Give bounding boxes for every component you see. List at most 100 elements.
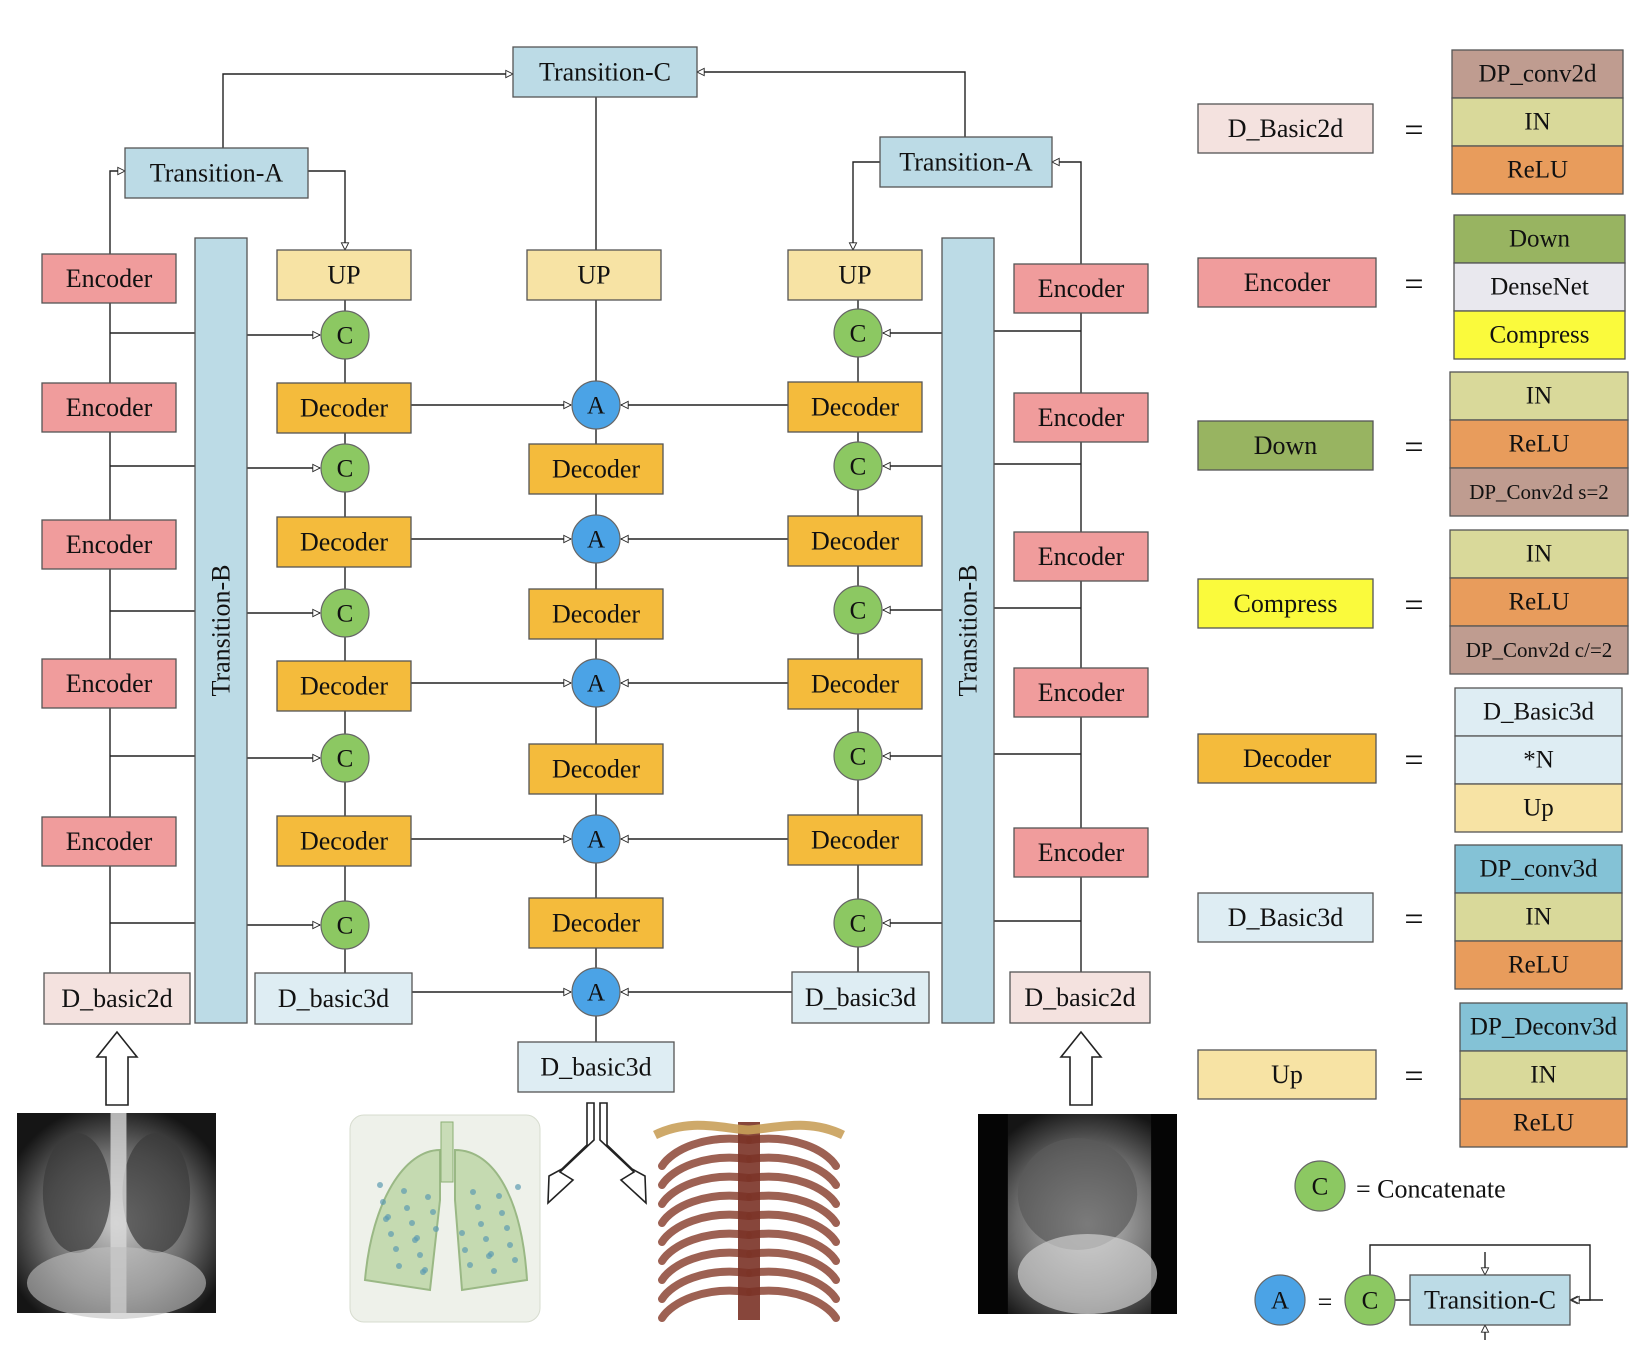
legend-row-1-part-2-label: IN [1524,109,1550,136]
legend-row-5-part-3-label: Up [1523,795,1554,822]
up-left-label: UP [327,261,360,290]
transition-a-right-label: Transition-A [899,148,1033,177]
concat-left-2-label: C [337,456,354,483]
transition-a-left: Transition-A [124,147,309,199]
legend-row-4-part-1: IN [1449,529,1629,579]
concat-right-3: C [833,585,883,635]
add-center-1: A [571,380,621,430]
legend-row-2-part-2-label: DenseNet [1490,274,1589,301]
legend-d-basic2d-box-label: D_Basic2d [1228,114,1344,143]
decoder-left-3: Decoder [276,660,412,712]
concat-right-3-label: C [850,598,867,625]
legend-row-7-part-2: IN [1459,1050,1628,1100]
encoder-left-1-label: Encoder [66,264,153,293]
legend-down-box-label: Down [1254,431,1318,460]
legend-row-5-part-2-label: *N [1523,747,1554,774]
transition-b-left-label: Transition-B [207,565,236,697]
decoder-right-4: Decoder [787,814,923,866]
decoder-right-2-label: Decoder [811,527,899,556]
decoder-left-3-label: Decoder [300,672,388,701]
legend-equals-sign: = [1404,901,1423,938]
legend-row-3-part-1: IN [1449,371,1629,421]
legend-row-5-part-1: D_Basic3d [1454,687,1623,737]
encoder-right-3-label: Encoder [1038,542,1125,571]
decoder-center-2: Decoder [528,588,664,640]
link-transa-left-to-up [308,170,345,250]
input-xray-lateral [978,1114,1177,1314]
concat-right-4: C [833,731,883,781]
encoder-left-4: Encoder [41,658,177,709]
output-arrow-left [547,1102,595,1205]
concat-left-2: C [320,443,370,493]
legend-row-3-part-2: ReLU [1449,419,1629,469]
up-center: UP [526,249,662,301]
d-basic3d-center: D_basic3d [517,1041,675,1093]
concat-left-1: C [320,310,370,360]
legend-row-2-part-2: DenseNet [1453,262,1626,312]
legend-down-box: Down [1197,420,1374,471]
legend-row-5-part-3: Up [1454,783,1623,833]
add-center-5: A [571,967,621,1017]
legend-row-1-part-1: DP_conv2d [1451,49,1624,99]
d-basic2d-left: D_basic2d [43,972,191,1025]
concat-left-5-label: C [337,913,354,940]
d-basic2d-left-label: D_basic2d [61,984,172,1013]
transition-c-top: Transition-C [512,46,698,98]
legend-row-2-part-1: Down [1453,214,1626,264]
legend-row-4-part-3-label: DP_Conv2d c/=2 [1466,638,1613,662]
decoder-center-1: Decoder [528,443,664,495]
legend-row-1-part-3-label: ReLU [1507,157,1568,184]
concat-left-5: C [320,900,370,950]
d-basic3d-center-label: D_basic3d [540,1053,651,1082]
decoder-left-1-label: Decoder [300,394,388,423]
output-lung-volume [349,1114,541,1323]
decoder-right-4-label: Decoder [811,826,899,855]
legend-concat-circle: C [1294,1160,1346,1212]
encoder-right-1-label: Encoder [1038,274,1125,303]
legend-decoder-box-label: Decoder [1243,744,1331,773]
add-center-3-label: A [587,671,605,698]
legend-add-circle-label: A [1271,1288,1289,1315]
decoder-right-2: Decoder [787,515,923,567]
legend-row-6-part-1-label: DP_conv3d [1479,856,1598,883]
legend-row-6-part-3: ReLU [1454,940,1623,990]
legend-add-concat-circle-label: C [1362,1288,1379,1315]
decoder-left-4-label: Decoder [300,827,388,856]
concat-right-2-label: C [850,454,867,481]
legend-d-basic3d-box: D_Basic3d [1197,892,1374,943]
encoder-left-3: Encoder [41,519,177,570]
legend-row-4-part-1-label: IN [1526,541,1552,568]
add-center-3: A [571,658,621,708]
legend-row-2-part-3-label: Compress [1490,322,1590,349]
legend-d-basic2d-box: D_Basic2d [1197,103,1374,154]
concat-left-1-label: C [337,323,354,350]
link-transa-right-to-transc [697,72,966,137]
up-left: UP [276,249,412,301]
link-enc-to-transa-right [1052,162,1082,264]
concat-left-4: C [320,733,370,783]
legend-up-box: Up [1197,1049,1377,1100]
concat-right-5: C [833,898,883,948]
encoder-right-4: Encoder [1013,667,1149,718]
link-enc-to-transa-left [109,171,125,254]
legend-row-4-part-3: DP_Conv2d c/=2 [1449,625,1629,675]
legend-compress-box-label: Compress [1234,589,1338,618]
d-basic2d-right: D_basic2d [1009,971,1151,1024]
encoder-left-1: Encoder [41,253,177,304]
transition-b-right: Transition-B [941,237,995,1024]
encoder-left-5-label: Encoder [66,827,153,856]
d-basic3d-left-label: D_basic3d [278,984,389,1013]
legend-row-7-part-3: ReLU [1459,1098,1628,1148]
concat-right-5-label: C [850,911,867,938]
input-xray-frontal [17,1113,216,1319]
decoder-right-3: Decoder [787,658,923,710]
output-arrow-right [599,1102,647,1205]
legend-row-7-part-1-label: DP_Deconv3d [1470,1014,1618,1041]
d-basic3d-left: D_basic3d [254,972,413,1025]
legend-row-5-part-2: *N [1454,735,1623,785]
legend-equals-sign: = [1404,742,1423,779]
up-right: UP [787,249,923,301]
legend-row-6-part-2: IN [1454,892,1623,942]
legend-equals-sign: = [1404,587,1423,624]
